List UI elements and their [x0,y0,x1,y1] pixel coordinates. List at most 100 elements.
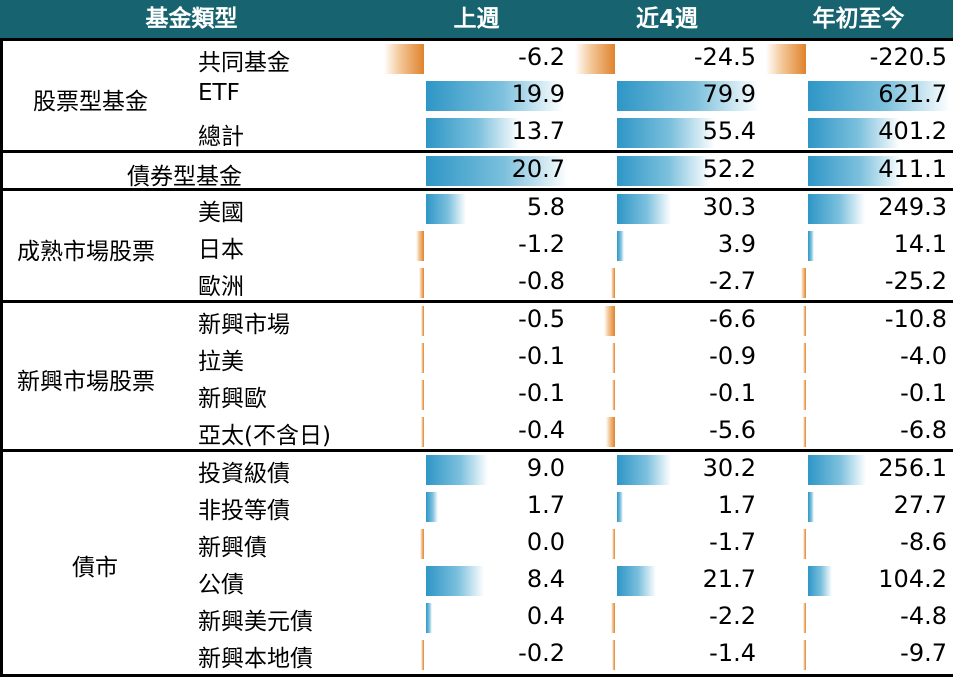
row-label: 拉美 [198,349,244,375]
cell-value: 27.7 [893,491,947,519]
cell-value: -220.5 [869,43,947,71]
data-bar-negative [604,306,615,337]
cell-value: 3.9 [717,230,756,258]
data-bar-positive [617,156,710,187]
header-fund-type: 基金類型 [145,6,238,32]
data-bar-negative [803,343,806,374]
row-label: 新興歐 [198,386,267,412]
data-bar-positive [426,492,438,523]
cell-value: 104.2 [878,565,947,593]
table-bottom-border [0,674,953,677]
group-separator [0,150,953,153]
cell-value: -6.8 [900,416,947,444]
data-bar-negative [384,44,424,75]
cell-value: 411.1 [878,155,947,183]
data-bar-negative [421,380,424,411]
data-bar-positive [808,566,832,597]
data-bar-negative [418,268,424,299]
data-bar-positive [426,156,568,187]
data-bar-positive [808,118,900,149]
cell-value: 5.8 [526,193,565,221]
row-label: ETF [198,80,240,106]
group-separator [0,38,953,41]
data-bar-positive [426,81,563,112]
row-label: 日本 [198,237,244,263]
cell-value: 13.7 [511,117,565,145]
data-bar-negative [575,44,615,75]
cell-value: -0.8 [518,267,565,295]
cell-value: 79.9 [702,80,756,108]
cell-value: 0.0 [526,528,565,556]
group-separator [0,300,953,303]
cell-value: -2.7 [709,267,756,295]
cell-value: -10.8 [884,305,947,333]
data-bar-negative [801,268,806,299]
data-bar-positive [617,231,624,262]
cell-value: 30.3 [702,193,756,221]
cell-value: 8.4 [526,565,565,593]
data-bar-positive [426,603,432,634]
data-bar-negative [612,343,615,374]
cell-value: -8.6 [900,528,947,556]
cell-value: 21.7 [702,565,756,593]
row-label: 新興本地債 [198,646,313,672]
data-bar-negative [612,529,615,560]
data-bar-negative [766,44,806,75]
data-bar-positive [617,455,671,486]
data-bar-positive [808,156,902,187]
data-bar-zero [420,529,424,560]
cell-value: 14.1 [893,230,947,258]
data-bar-positive [617,566,656,597]
cell-value: -1.4 [709,639,756,667]
data-bar-positive [808,81,950,112]
data-bar-positive [617,194,671,225]
cell-value: 19.9 [511,80,565,108]
data-bar-positive [426,455,488,486]
header-year-to-date: 年初至今 [812,6,905,32]
cell-value: 401.2 [878,117,947,145]
data-bar-positive [808,492,815,523]
data-bar-negative [803,640,806,671]
cell-value: 52.2 [702,155,756,183]
cell-value: -0.2 [518,639,565,667]
data-bar-negative [803,603,806,634]
group-label: 債券型基金 [127,163,242,190]
data-bar-positive [617,492,623,523]
data-bar-negative [421,417,424,448]
row-label: 公債 [198,572,244,598]
data-bar-positive [808,455,867,486]
header-last-4-weeks: 近4週 [635,6,698,32]
data-bar-positive [808,231,814,262]
row-label: 新興市場 [198,312,290,338]
cell-value: -0.9 [709,342,756,370]
cell-value: -1.2 [518,230,565,258]
cell-value: 256.1 [878,454,947,482]
cell-value: 20.7 [511,155,565,183]
row-label: 新興債 [198,535,267,561]
cell-value: -0.1 [709,379,756,407]
cell-value: -0.1 [518,342,565,370]
cell-value: -25.2 [884,267,947,295]
group-label: 新興市場股票 [17,369,155,396]
data-bar-negative [803,529,806,560]
cell-value: 621.7 [878,80,947,108]
data-bar-negative [420,306,424,337]
cell-value: -4.0 [900,342,947,370]
cell-value: -0.1 [518,379,565,407]
group-label: 債市 [72,555,118,582]
row-label: 投資級債 [198,461,290,487]
row-label: 共同基金 [198,50,290,76]
row-label: 美國 [198,200,244,226]
group-separator [0,449,953,452]
group-label: 股票型基金 [33,88,148,115]
cell-value: -6.6 [709,305,756,333]
cell-value: -0.1 [900,379,947,407]
data-bar-negative [605,417,615,448]
data-bar-positive [426,118,520,149]
data-bar-positive [426,566,484,597]
data-bar-negative [421,343,424,374]
data-bar-negative [803,417,806,448]
row-label: 亞太(不含日) [198,423,331,449]
table-header: 基金類型 上週 近4週 年初至今 [0,0,953,38]
